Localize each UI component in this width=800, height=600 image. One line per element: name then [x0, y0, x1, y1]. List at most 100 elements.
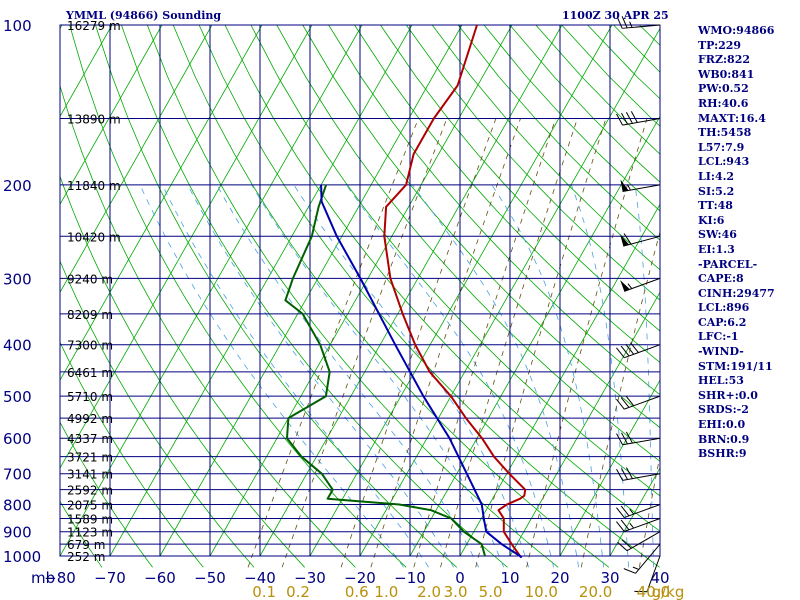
sounding-profiles — [284, 25, 527, 559]
dry-adiabat-line — [60, 260, 255, 568]
dry-adiabat-line — [121, 25, 508, 568]
height-label: 1123 m — [67, 526, 113, 540]
isotherm-line — [60, 25, 263, 381]
pressure-tick-label: 800 — [3, 497, 32, 515]
moist-adiabat-line — [187, 184, 454, 568]
dry-adiabat-line — [328, 25, 660, 396]
index-item: WMO:94866 — [698, 24, 775, 37]
dry-adiabat-line — [380, 25, 660, 332]
mixing-ratio-line — [526, 118, 648, 568]
chart-title: YMML (94866) Sounding — [66, 9, 222, 22]
temperature-tick-label: −80 — [44, 569, 76, 587]
pressure-unit-label: mb — [31, 569, 55, 587]
index-item: MAXT:16.4 — [698, 111, 766, 125]
height-label: 252 m — [67, 550, 105, 564]
height-label: 2075 m — [67, 499, 113, 513]
temperature-tick-label: −40 — [244, 569, 276, 587]
mixing-ratio-line — [413, 118, 557, 568]
moist-adiabat-line — [161, 184, 429, 568]
moist-adiabat-line — [412, 184, 579, 568]
index-item: L57:7.9 — [698, 140, 745, 154]
pressure-tick-label: 400 — [3, 337, 32, 355]
dry-adiabat-line — [198, 25, 660, 568]
pressure-tick-label: 200 — [3, 177, 32, 195]
parcel-profile — [320, 184, 523, 559]
wind-barb — [616, 467, 661, 481]
height-label: 3721 m — [67, 451, 113, 465]
isotherm-line — [159, 25, 463, 557]
plot-frame — [59, 24, 661, 557]
height-label: 4337 m — [67, 432, 113, 446]
index-item: SRDS:-2 — [698, 403, 749, 417]
index-item: SI:5.2 — [698, 184, 735, 198]
dry-adiabat-line — [69, 25, 407, 568]
dry-adiabat-line — [276, 25, 660, 462]
temperature-tick-label: 0 — [455, 569, 465, 587]
index-item: WB0:841 — [698, 67, 755, 81]
moist-adiabat-line — [491, 184, 604, 568]
mixing-ratio-label: 0.6 — [345, 583, 369, 600]
height-label: 13890 m — [67, 113, 121, 127]
wind-barb — [620, 233, 661, 247]
height-label: 8209 m — [67, 308, 113, 322]
index-item: SW:46 — [698, 228, 737, 242]
index-item: TT:48 — [698, 199, 733, 213]
dry-adiabat-line — [405, 25, 660, 301]
observation-time: 1100Z 30 APR 25 — [562, 9, 669, 22]
index-item: -WIND- — [698, 345, 744, 359]
index-item: RH:40.6 — [698, 96, 749, 110]
dry-adiabat-line — [224, 25, 660, 532]
height-label: 1589 m — [67, 513, 113, 527]
mixing-ratio-line — [440, 118, 578, 568]
wind-barb — [617, 531, 661, 552]
height-label: 11840 m — [67, 179, 121, 193]
isotherm-line — [259, 25, 563, 557]
dry-adiabat-line — [146, 25, 559, 568]
isotherm-line — [60, 25, 163, 206]
index-item: STM:191/11 — [698, 359, 773, 373]
mixing-ratio-label: 10.0 — [525, 583, 558, 600]
wind-barb — [616, 342, 661, 359]
mixing-ratio-label: 5.0 — [479, 583, 503, 600]
wind-barb — [616, 504, 661, 519]
temperature-tick-label: −20 — [344, 569, 376, 587]
height-label: 4992 m — [67, 412, 113, 426]
dry-adiabat-line — [60, 500, 103, 568]
dry-adiabat-line — [60, 175, 305, 568]
pressure-tick-label: 900 — [3, 524, 32, 542]
dry-adiabat-line — [250, 25, 660, 497]
mixing-ratio-label: 1.0 — [374, 583, 398, 600]
index-item: LCL:943 — [698, 155, 750, 169]
dry-adiabat-line — [354, 25, 660, 364]
dry-adiabat-line — [95, 25, 458, 568]
index-item: FRZ:822 — [698, 53, 751, 67]
dry-adiabat-line — [60, 421, 153, 568]
pressure-tick-label: 500 — [3, 388, 32, 406]
index-item: KI:6 — [698, 213, 725, 227]
mixing-ratio-label: 2.0 — [417, 583, 441, 600]
isotherm-line — [60, 25, 313, 469]
mixing-ratio-label: 40.0 — [637, 583, 670, 600]
temperature-tick-label: 30 — [600, 569, 619, 587]
wind-barb — [616, 111, 661, 126]
wind-barb — [616, 518, 661, 532]
temperature-tick-label: −60 — [144, 569, 176, 587]
wind-barb — [634, 555, 661, 593]
temperature-tick-label: −70 — [94, 569, 126, 587]
index-item: SHR+:0.0 — [698, 388, 758, 402]
wind-barb — [620, 179, 661, 192]
temperature-tick-label: 20 — [550, 569, 569, 587]
height-label: 16279 m — [67, 19, 121, 33]
moist-adiabat-line — [345, 184, 554, 568]
mixing-ratio-line — [281, 118, 448, 568]
index-item: CAPE:8 — [698, 272, 744, 286]
index-item: LI:4.2 — [698, 169, 735, 183]
index-item: LCL:896 — [698, 301, 750, 315]
height-label: 6461 m — [67, 366, 113, 380]
temperature-tick-label: −30 — [294, 569, 326, 587]
temperature-tick-label: 40 — [650, 569, 669, 587]
index-item: BSHR:9 — [698, 447, 747, 461]
height-label: 7300 m — [67, 339, 113, 353]
wind-barb — [616, 395, 661, 410]
